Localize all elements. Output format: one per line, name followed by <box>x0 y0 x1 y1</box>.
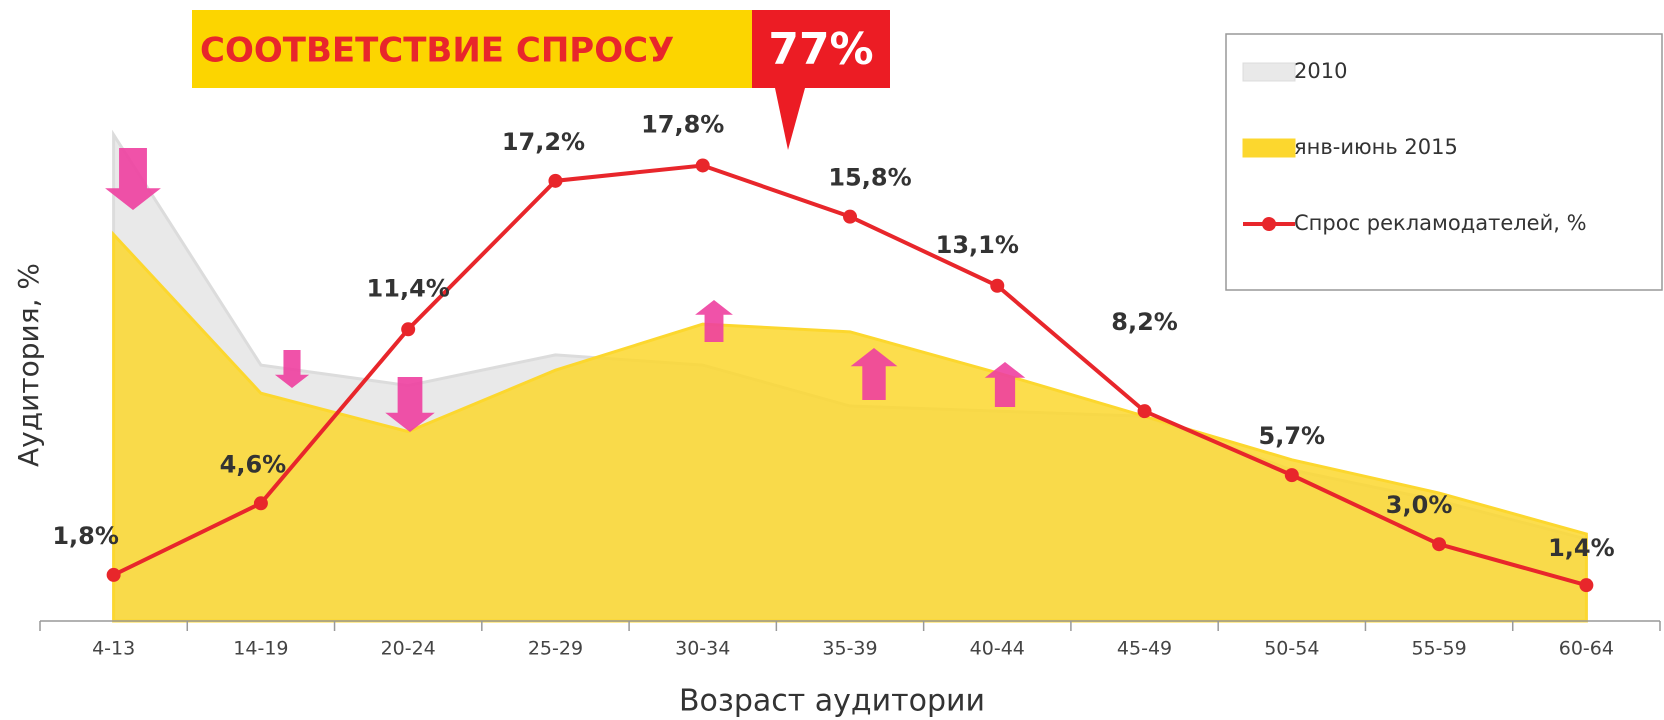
trend-arrow <box>274 350 310 388</box>
trend-arrow <box>850 348 898 400</box>
point <box>695 158 710 173</box>
trend-arrow <box>695 300 733 342</box>
value-label: 4,6% <box>220 450 287 478</box>
value-label: 1,8% <box>52 522 119 550</box>
y-axis-title: Аудитория, % <box>12 263 45 467</box>
legend-label: Спрос рекламодателей, % <box>1294 211 1587 235</box>
value-label: 1,4% <box>1548 534 1615 562</box>
x-tick-label: 14-19 <box>233 638 288 660</box>
point <box>1432 537 1447 552</box>
point <box>1137 404 1152 419</box>
point <box>401 322 416 337</box>
value-label: 17,8% <box>641 110 724 138</box>
legend-box <box>1225 33 1663 291</box>
x-tick-label: 25-29 <box>528 638 583 660</box>
value-label: 15,8% <box>828 164 911 192</box>
x-tick-label: 50-54 <box>1264 638 1319 660</box>
trend-arrow <box>385 377 435 432</box>
x-tick-label: 45-49 <box>1117 638 1172 660</box>
x-axis-title: Возраст аудитории <box>679 684 985 719</box>
point <box>990 278 1005 293</box>
banner-title: СООТВЕТСТВИЕ СПРОСУ <box>200 31 674 71</box>
point <box>843 209 857 224</box>
value-label: 11,4% <box>367 274 450 302</box>
legend-swatch <box>1262 217 1276 231</box>
x-tick-label: 40-44 <box>970 638 1025 660</box>
x-tick-label: 60-64 <box>1559 638 1614 660</box>
point <box>106 567 121 582</box>
value-label: 13,1% <box>936 231 1019 259</box>
legend-swatch <box>1242 138 1296 158</box>
value-label: 17,2% <box>502 128 585 156</box>
x-tick-label: 35-39 <box>822 638 877 660</box>
x-tick-label: 4-13 <box>92 638 135 660</box>
x-tick-label: 20-24 <box>381 638 436 660</box>
point <box>1579 578 1594 593</box>
value-label: 3,0% <box>1386 491 1453 519</box>
banner-accent <box>752 10 890 88</box>
value-label: 8,2% <box>1111 308 1178 336</box>
banner-value: 77% <box>768 24 873 75</box>
x-tick-label: 55-59 <box>1411 638 1466 660</box>
banner-bg <box>192 10 752 88</box>
trend-arrow <box>984 362 1026 407</box>
legend-label: 2010 <box>1294 59 1347 83</box>
point <box>548 173 563 188</box>
trend-arrow <box>105 148 161 210</box>
legend-swatch <box>1242 62 1296 82</box>
area <box>112 230 1588 623</box>
value-label: 5,7% <box>1259 422 1326 450</box>
x-tick-label: 30-34 <box>675 638 730 660</box>
point <box>1284 468 1299 483</box>
legend-label: янв-июнь 2015 <box>1294 135 1458 159</box>
point <box>253 496 268 511</box>
banner-pointer <box>775 88 805 150</box>
